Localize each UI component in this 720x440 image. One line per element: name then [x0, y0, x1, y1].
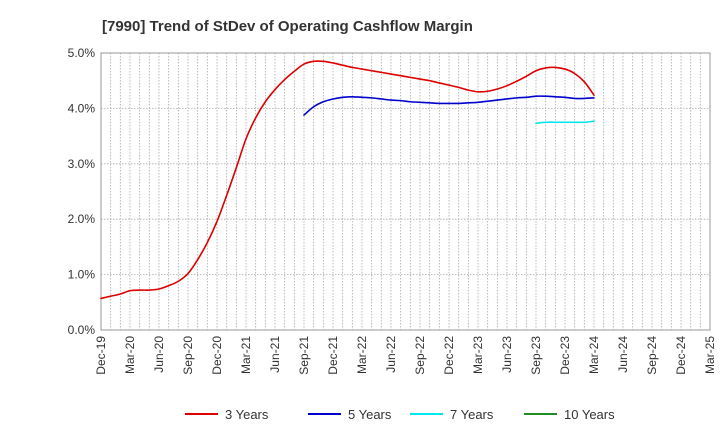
series-lines — [100, 60, 595, 300]
x-tick-label: Dec-19 — [94, 336, 108, 375]
y-tick-label: 4.0% — [68, 101, 96, 115]
x-tick-label: Mar-25 — [703, 336, 717, 374]
chart-title: [7990] Trend of StDev of Operating Cashf… — [102, 18, 473, 35]
grid — [100, 52, 711, 331]
legend-label-2: 5 Years — [348, 407, 392, 422]
x-tick-label: Mar-22 — [355, 336, 369, 374]
x-tick-label: Dec-23 — [558, 336, 572, 375]
x-tick-label: Jun-24 — [616, 336, 630, 373]
x-tick-label: Sep-24 — [645, 336, 659, 375]
y-tick-label: 5.0% — [68, 46, 96, 60]
x-tick-label: Jun-23 — [500, 336, 514, 373]
legend-label-3: 7 Years — [450, 407, 494, 422]
x-tick-label: Jun-21 — [268, 336, 282, 373]
x-tick-label: Mar-21 — [239, 336, 253, 374]
x-tick-label: Sep-22 — [413, 336, 427, 375]
x-tick-label: Jun-22 — [384, 336, 398, 373]
x-tick-label: Sep-21 — [297, 336, 311, 375]
series-line-2 — [303, 95, 595, 116]
y-tick-label: 1.0% — [68, 268, 96, 282]
x-tick-label: Dec-21 — [326, 336, 340, 375]
y-tick-label: 0.0% — [68, 323, 96, 337]
series-line-3 — [535, 120, 595, 125]
y-tick-label: 3.0% — [68, 157, 96, 171]
x-tick-label: Mar-23 — [471, 336, 485, 374]
axes: 0.0% 1.0% 2.0% 3.0% 4.0% 5.0% Dec-19 Mar-20 Jun-… — [68, 46, 717, 375]
series-line-1 — [100, 60, 595, 300]
x-tick-label: Mar-24 — [587, 336, 601, 374]
legend-label-1: 3 Years — [225, 407, 269, 422]
plot-area — [100, 52, 711, 331]
x-tick-label: Dec-24 — [674, 336, 688, 375]
legend: 3 Years 5 Years 7 Years 10 Years — [185, 407, 615, 422]
x-tick-label: Dec-20 — [210, 336, 224, 375]
x-tick-label: Sep-23 — [529, 336, 543, 375]
y-tick-label: 2.0% — [68, 212, 96, 226]
x-tick-label: Dec-22 — [442, 336, 456, 375]
x-tick-label: Jun-20 — [152, 336, 166, 373]
x-tick-label: Sep-20 — [181, 336, 195, 375]
x-tick-label: Mar-20 — [123, 336, 137, 374]
legend-label-4: 10 Years — [564, 407, 615, 422]
